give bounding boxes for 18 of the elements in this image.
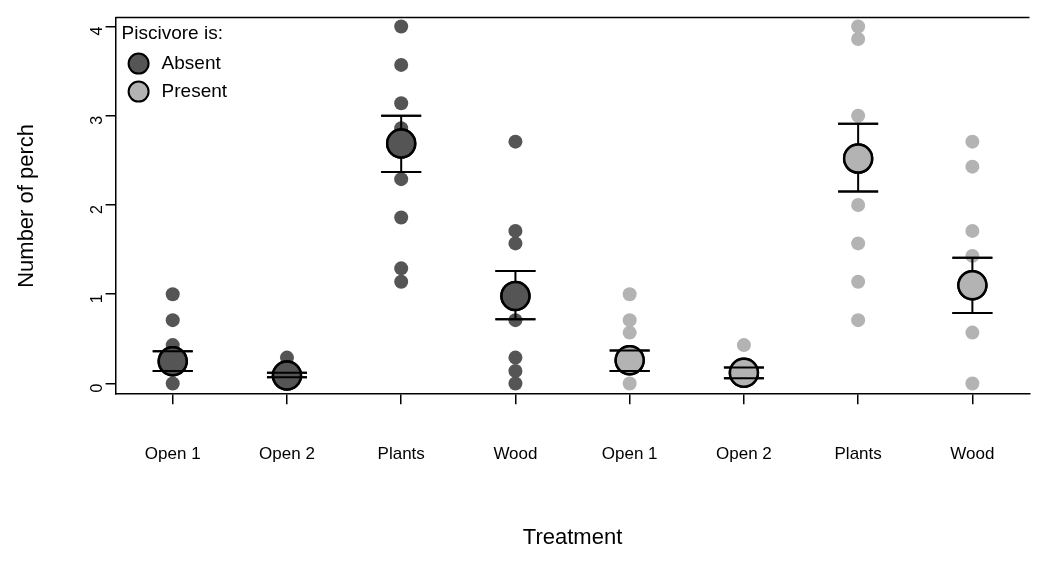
legend-label: Present — [161, 79, 228, 101]
y-tick-label: 2 — [88, 204, 106, 214]
x-tick-label: Open 2 — [716, 444, 772, 464]
x-tick-label: Plants — [377, 444, 425, 464]
y-tick-label: 3 — [88, 115, 106, 125]
x-tick-label: Plants — [834, 444, 882, 464]
y-axis-title: Number of perch — [13, 123, 39, 288]
x-tick-label: Open 2 — [259, 444, 315, 464]
x-tick-label: Open 1 — [601, 444, 658, 464]
y-tick-label: 1 — [88, 294, 106, 304]
x-axis-title: Treatment — [522, 523, 623, 549]
x-tick-label: Wood — [950, 444, 995, 464]
legend-title: Piscivore is: — [121, 21, 223, 43]
x-tick-label: Open 1 — [144, 444, 201, 464]
legend-label: Absent — [161, 51, 222, 73]
x-tick-label: Wood — [493, 444, 538, 464]
y-tick-label: 0 — [88, 383, 106, 393]
y-tick-label: 4 — [88, 26, 106, 36]
